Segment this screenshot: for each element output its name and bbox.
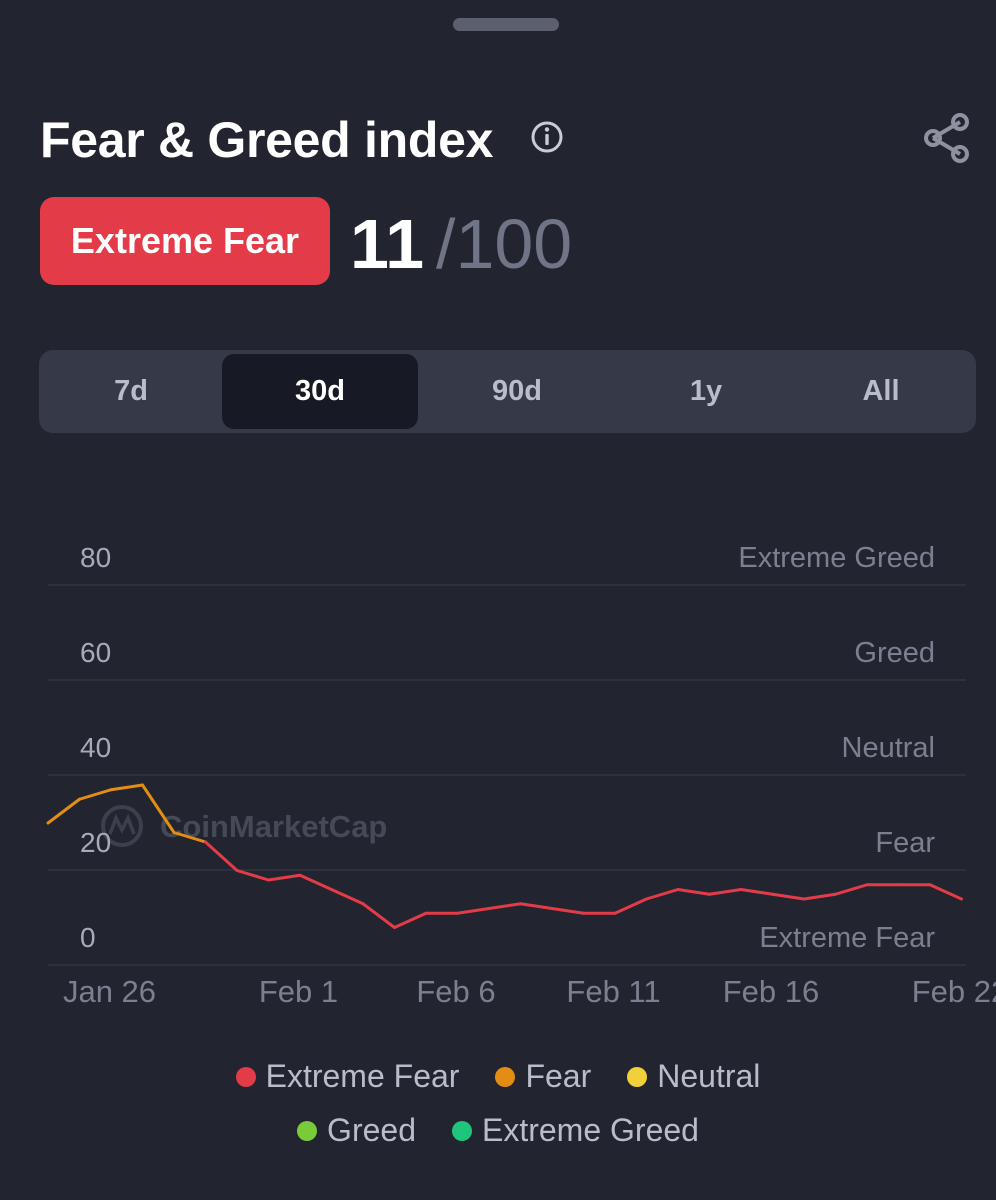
- index-line: [46, 783, 963, 929]
- x-tick-label: Feb 11: [566, 974, 660, 1009]
- line-segment: [46, 797, 81, 825]
- zone-label: Fear: [875, 827, 935, 859]
- line-segment: [235, 869, 270, 882]
- x-tick-label: Feb 6: [416, 974, 495, 1009]
- line-segment: [393, 911, 428, 929]
- legend-label: Neutral: [657, 1058, 761, 1094]
- x-tick-label: Feb 1: [259, 974, 338, 1009]
- legend-label: Extreme Greed: [481, 1112, 699, 1148]
- tab-1y[interactable]: 1y: [689, 375, 723, 407]
- page-title: Fear & Greed index: [40, 112, 494, 168]
- tab-30d[interactable]: 30d: [222, 354, 418, 429]
- legend-item-extreme-fear: Extreme Fear: [235, 1058, 460, 1095]
- y-tick-label: 20: [80, 827, 111, 858]
- line-segment: [613, 897, 648, 915]
- index-max: /100: [436, 205, 573, 283]
- line-segment: [361, 902, 396, 929]
- legend-label: Greed: [327, 1112, 416, 1148]
- grid-lines: [48, 584, 966, 966]
- line-segment: [739, 888, 774, 896]
- line-segment: [834, 883, 869, 896]
- index-value: 11: [350, 205, 424, 283]
- line-segment: [519, 902, 554, 910]
- x-tick-label: Feb 16: [723, 974, 820, 1009]
- share-icon[interactable]: [920, 110, 972, 166]
- line-segment: [928, 883, 963, 901]
- line-segment: [330, 888, 365, 906]
- legend-dot: [627, 1066, 648, 1087]
- legend-item-extreme-greed: Extreme Greed: [451, 1112, 699, 1149]
- info-icon[interactable]: [530, 120, 564, 154]
- zone-label: Extreme Fear: [759, 922, 935, 954]
- legend-dot: [235, 1066, 256, 1087]
- line-segment: [550, 907, 585, 915]
- x-tick-label: Feb 22: [912, 974, 996, 1009]
- status-badge: Extreme Fear: [40, 197, 330, 285]
- line-segment: [645, 888, 680, 901]
- y-tick-label: 80: [80, 542, 111, 573]
- zone-label: Greed: [854, 637, 935, 669]
- y-tick-label: 40: [80, 732, 111, 763]
- legend-item-neutral: Neutral: [627, 1058, 760, 1095]
- drag-handle[interactable]: [453, 18, 559, 31]
- coinmarketcap-logo-icon: [101, 805, 143, 847]
- zone-labels: Extreme Greed Greed Neutral Fear Extreme Fea…: [738, 542, 935, 954]
- legend-label: Fear: [525, 1058, 592, 1094]
- x-tick-label: Jan 26: [63, 974, 156, 1009]
- legend-item-greed: Greed: [297, 1112, 416, 1149]
- legend-dot: [451, 1120, 472, 1141]
- tab-90d[interactable]: 90d: [492, 375, 542, 407]
- line-segment: [141, 783, 176, 834]
- line-segment: [676, 888, 711, 896]
- zone-label: Extreme Greed: [738, 542, 935, 574]
- time-range-selector: 7d 30d 90d 1y All: [39, 350, 976, 433]
- legend-dot: [297, 1120, 318, 1141]
- line-segment: [771, 892, 806, 901]
- y-tick-label: 0: [80, 922, 96, 953]
- tab-all[interactable]: All: [862, 375, 900, 407]
- line-segment: [78, 788, 113, 801]
- watermark: CoinMarketCap: [101, 805, 387, 847]
- legend: Extreme Fear Fear Neutral Greed Extreme …: [0, 1050, 996, 1160]
- line-segment: [487, 902, 522, 910]
- zone-label: Neutral: [842, 732, 936, 764]
- line-segment: [109, 783, 144, 792]
- fear-greed-chart: CoinMarketCap 0 20 40 60 80 Extreme Greed Gre…: [46, 542, 996, 1009]
- line-segment: [204, 840, 239, 872]
- line-segment: [267, 873, 302, 882]
- y-tick-label: 60: [80, 637, 111, 668]
- line-segment: [802, 892, 837, 901]
- line-segment: [708, 888, 743, 896]
- legend-label: Extreme Fear: [265, 1058, 460, 1094]
- tab-7d[interactable]: 7d: [114, 375, 148, 407]
- y-axis-labels: 0 20 40 60 80: [80, 542, 111, 953]
- legend-dot: [495, 1066, 516, 1087]
- x-axis-labels: Jan 26 Feb 1 Feb 6 Feb 11 Feb 16 Feb 22: [63, 974, 996, 1009]
- legend-item-fear: Fear: [495, 1058, 591, 1095]
- line-segment: [298, 873, 333, 891]
- line-segment: [456, 907, 491, 915]
- line-segment: [172, 831, 207, 844]
